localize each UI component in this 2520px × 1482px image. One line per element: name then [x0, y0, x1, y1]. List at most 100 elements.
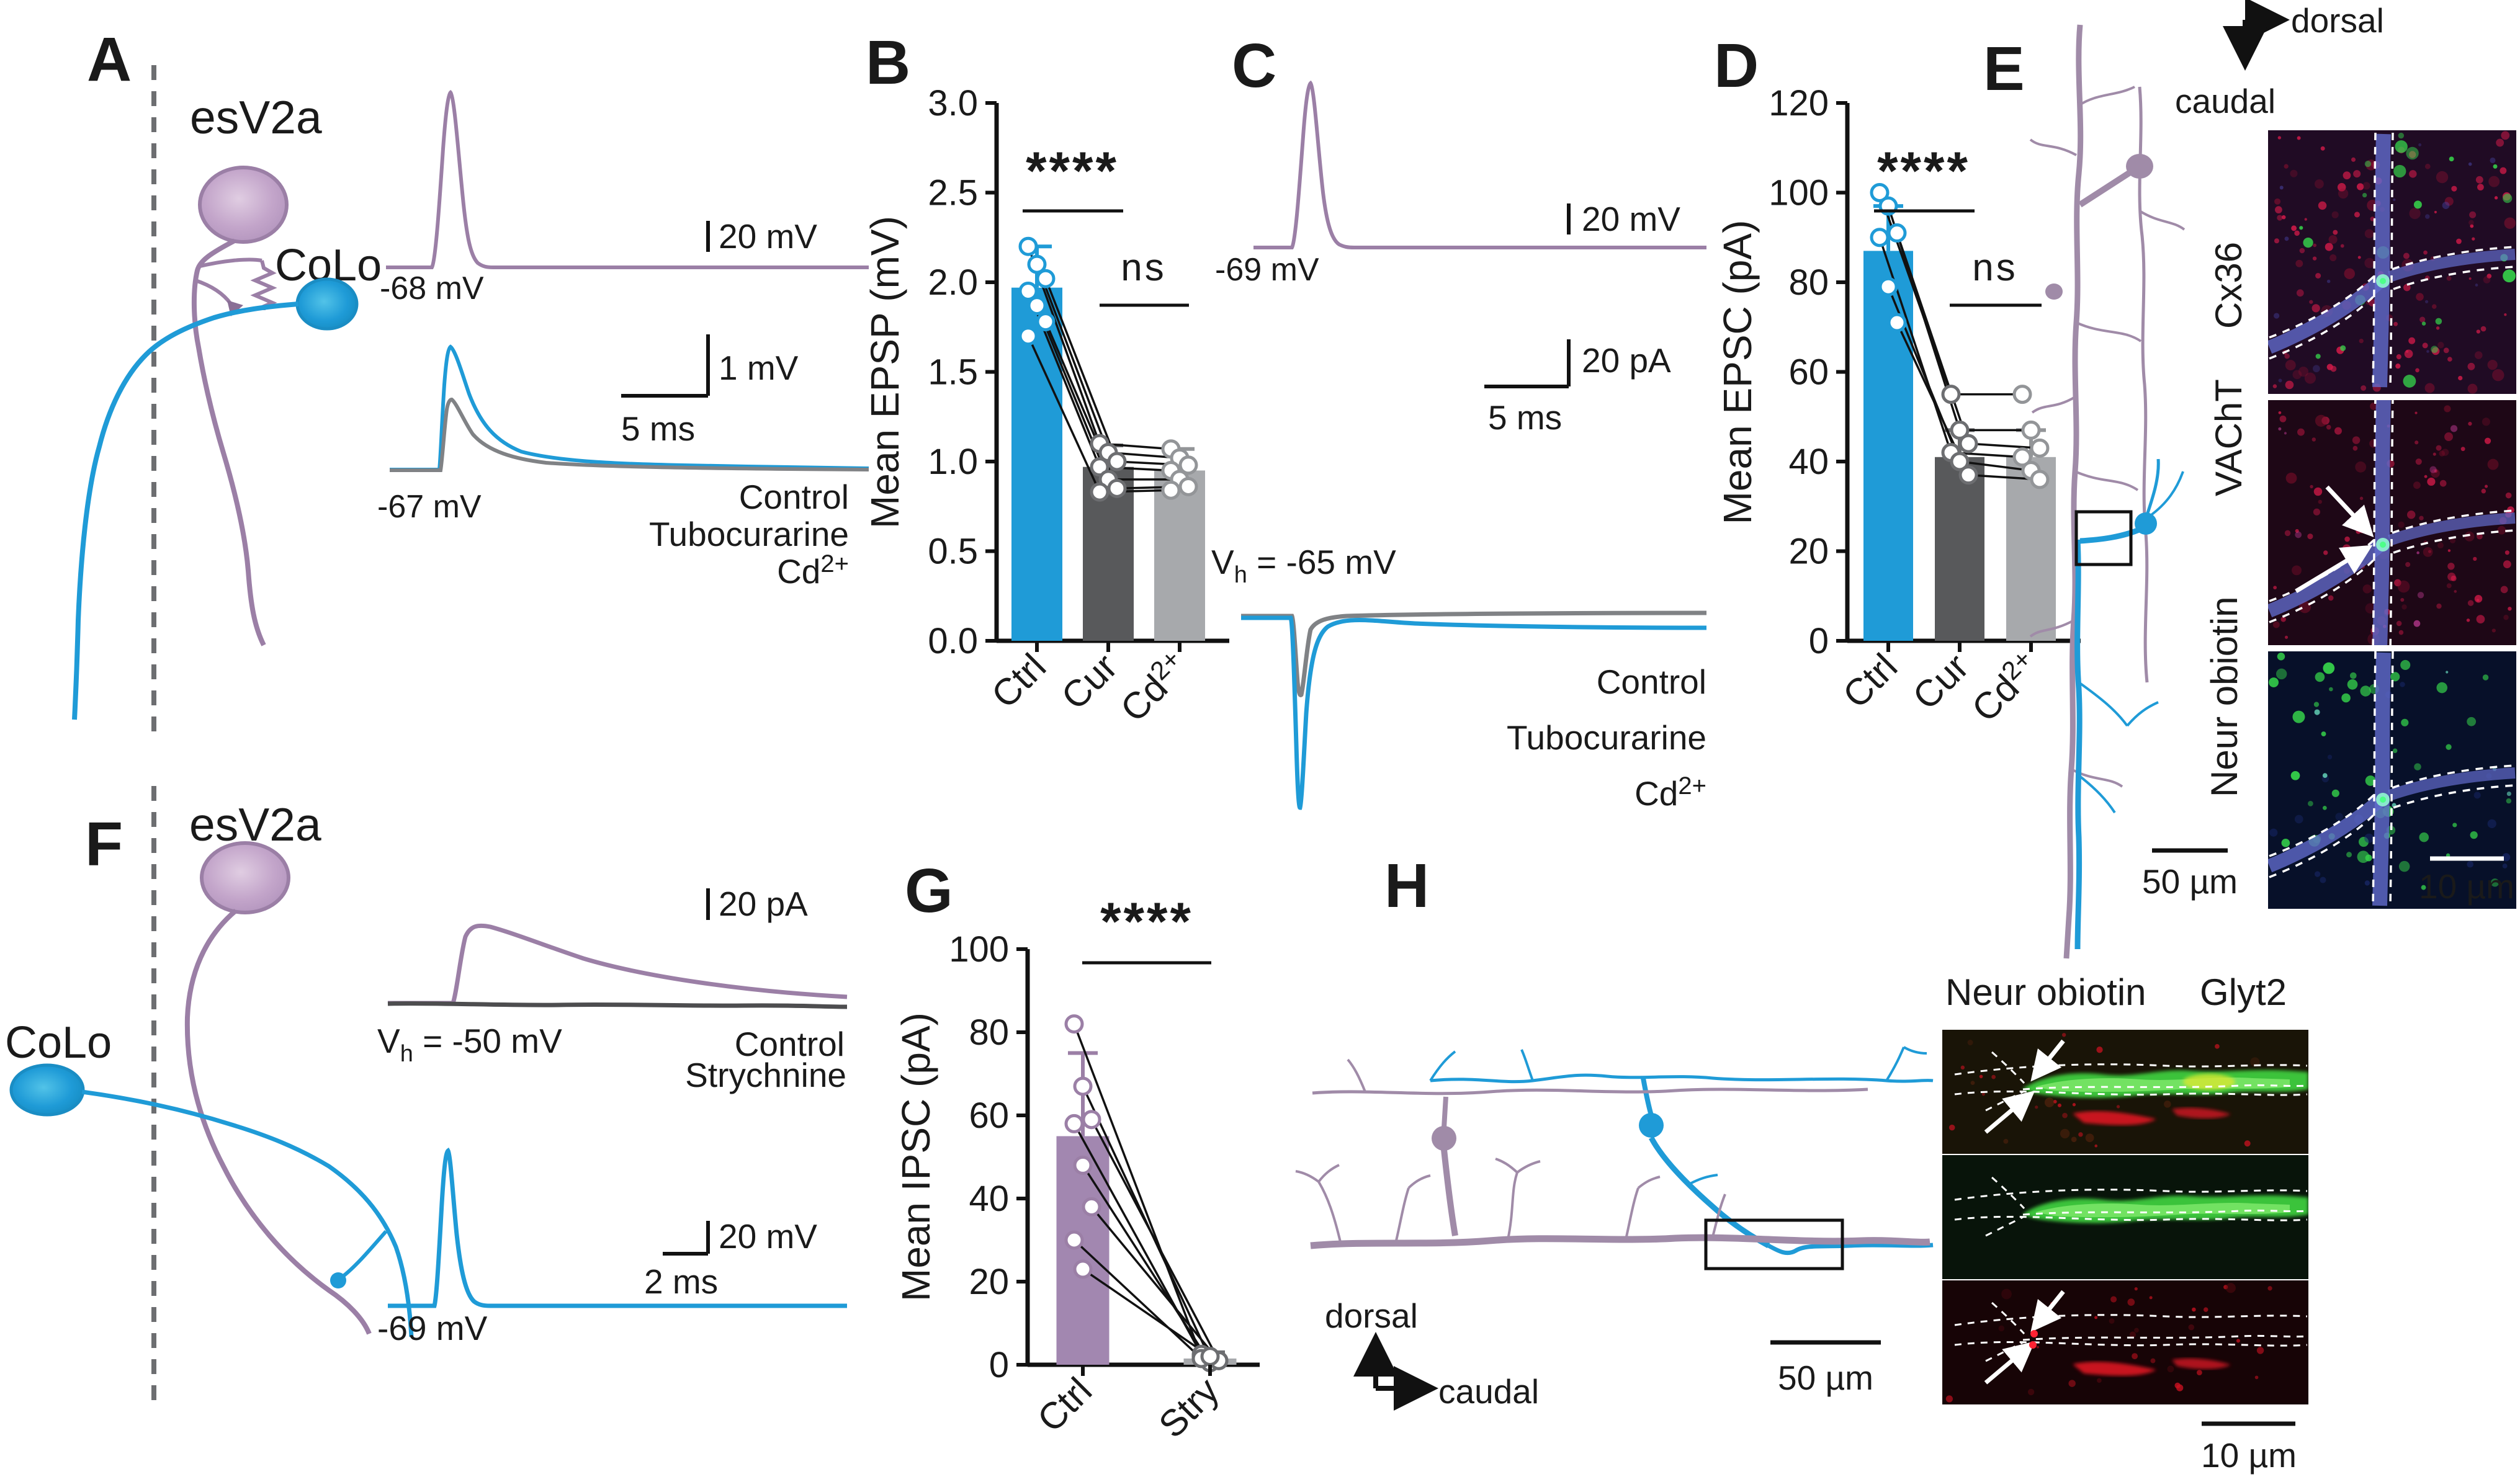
speckle: [2344, 268, 2355, 279]
speckle: [2477, 184, 2484, 191]
speckle: [2447, 357, 2452, 362]
esv2a-spike-trace-c: [1253, 80, 1706, 249]
speckle: [2413, 620, 2421, 627]
data-point: [1887, 223, 1907, 243]
speckle: [2290, 169, 2298, 177]
speckle: [2272, 384, 2277, 388]
trace-f-baseline-label: -69 mV: [377, 1309, 488, 1347]
speckle: [2318, 499, 2323, 504]
speckle: [2364, 833, 2374, 843]
scalebar-e-10um-label: 10 µm: [2419, 867, 2514, 906]
micrograph-e-vacht: [2268, 651, 2516, 909]
y-tick-label: 80: [969, 1012, 1009, 1053]
scalebar-1mv-label: 1 mV: [719, 349, 799, 387]
speckle: [2508, 607, 2512, 611]
speckle: [2475, 283, 2478, 287]
y-tick-label: 20: [969, 1262, 1009, 1302]
micrograph-h-green: [1942, 1155, 2308, 1279]
speckle: [2110, 1296, 2117, 1303]
pair-line: [1082, 1268, 1211, 1358]
scalebar-f-20pa-label: 20 pA: [719, 885, 808, 923]
speckle: [2274, 198, 2281, 205]
speckle: [2327, 754, 2333, 760]
speckle: [2362, 584, 2372, 594]
speckle: [2094, 1316, 2098, 1319]
speckle: [2285, 472, 2297, 484]
speckle: [2273, 313, 2280, 319]
speckle: [2333, 230, 2338, 235]
speckle: [2484, 437, 2491, 444]
sig-label: ns: [1121, 246, 1166, 289]
speckle: [2273, 586, 2277, 590]
speckle: [2443, 347, 2449, 354]
speckle: [2280, 617, 2286, 622]
speckle: [2060, 1128, 2070, 1139]
speckle: [2467, 716, 2477, 726]
data-point: [1200, 1347, 1220, 1367]
micrograph-e-merge: [2268, 130, 2516, 394]
speckle: [2403, 375, 2416, 388]
speckle: [2329, 687, 2333, 692]
speckle: [2365, 775, 2376, 786]
speckle: [2486, 274, 2492, 279]
data-point: [1018, 326, 1038, 346]
speckle: [2431, 347, 2440, 355]
speckle: [2085, 1133, 2094, 1143]
speckle: [2269, 828, 2278, 837]
micrograph-h-merge: [1942, 1030, 2308, 1154]
speckle: [2078, 1132, 2083, 1137]
speckle: [2475, 176, 2483, 184]
speckle: [2449, 156, 2454, 162]
speckle: [2291, 225, 2297, 231]
speckle: [2466, 618, 2470, 622]
speckle: [2341, 693, 2351, 703]
y-axis-title: Mean IPSC (pA): [894, 1012, 938, 1301]
speckle: [2310, 484, 2313, 489]
speckle: [2330, 365, 2337, 372]
legend-cd: Cd2+: [777, 550, 849, 591]
speckle: [2150, 1358, 2156, 1364]
speckle: [2298, 600, 2311, 614]
speckle: [2042, 1305, 2046, 1309]
data-point: [1107, 452, 1127, 471]
speckle: [2439, 450, 2446, 457]
speckle: [2356, 529, 2361, 534]
data-point: [1941, 385, 1961, 404]
pair-line: [1090, 1118, 1220, 1362]
speckle: [2396, 620, 2402, 627]
speckle: [2196, 1370, 2202, 1376]
speckle: [2482, 674, 2489, 681]
micrograph-h-red: [1942, 1280, 2308, 1404]
y-axis-title: Mean EPSC (pA): [1715, 220, 1760, 525]
speckle: [2035, 1105, 2038, 1109]
speckle: [2338, 188, 2349, 199]
speckle: [2354, 212, 2361, 218]
colo-morph-soma: [2135, 512, 2157, 535]
speckle: [2361, 385, 2367, 391]
speckle: [2244, 1140, 2251, 1147]
legend-c-tubocurarine: Tubocurarine: [1507, 718, 1706, 757]
speckle: [2434, 469, 2438, 473]
speckle: [2474, 351, 2483, 359]
epsp-tubocurarine-trace: [390, 397, 869, 472]
y-tick-label: 2.5: [928, 173, 978, 213]
speckle: [2298, 367, 2309, 377]
pair-line: [1959, 460, 2032, 472]
speckle: [2349, 672, 2357, 679]
speckle: [2398, 630, 2404, 635]
speckle: [2315, 354, 2321, 359]
speckle: [2431, 346, 2438, 353]
esv2a-axon-f: [184, 908, 372, 1335]
speckle: [2400, 682, 2405, 687]
speckle: [2362, 182, 2370, 190]
speckle: [2398, 132, 2405, 139]
data-point: [1027, 296, 1047, 316]
speckle: [2502, 853, 2511, 862]
speckle: [2071, 1136, 2077, 1143]
speckle: [2364, 257, 2375, 269]
speckle: [2423, 250, 2428, 255]
speckle: [2250, 1057, 2260, 1067]
speckle: [2267, 1286, 2272, 1291]
panel-f-letter: F: [85, 810, 123, 879]
y-tick-label: 2.0: [928, 262, 978, 303]
